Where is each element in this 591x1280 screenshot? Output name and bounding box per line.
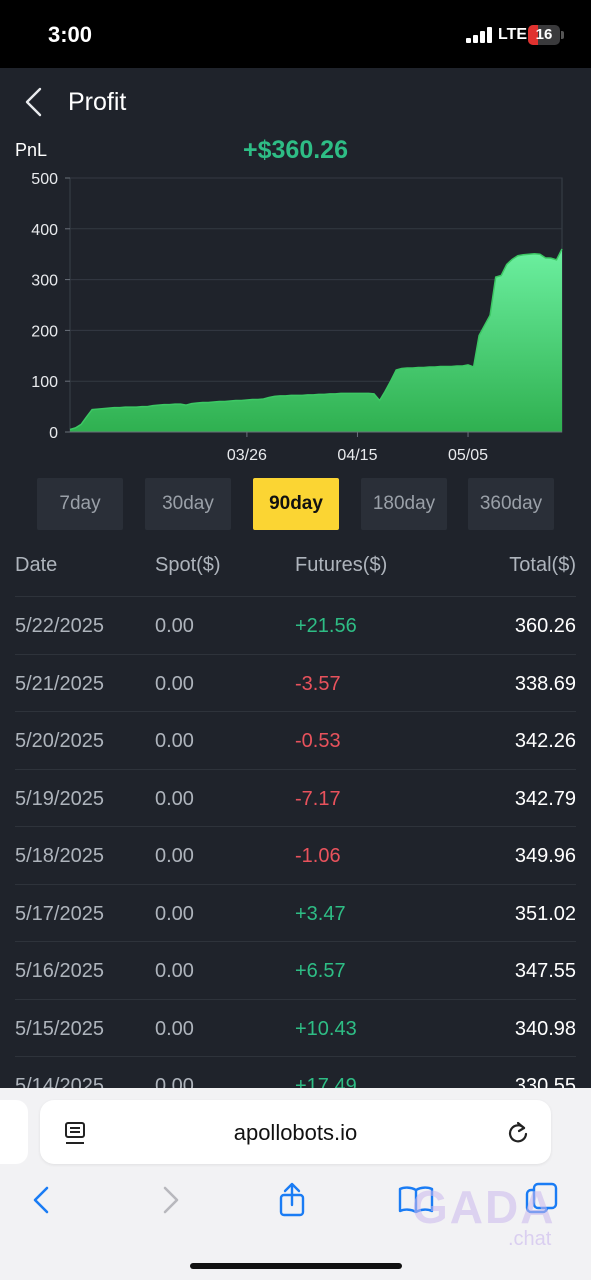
row-spot: 0.00 [155, 730, 194, 752]
header-futures: Futures($) [295, 554, 388, 576]
row-date: 5/15/2025 [15, 1017, 104, 1040]
row-spot: 0.00 [155, 672, 194, 695]
row-futures: -0.53 [295, 730, 341, 752]
status-time: 3:00 [48, 22, 93, 47]
row-date: 5/17/2025 [15, 902, 104, 925]
row-total: 342.79 [514, 787, 576, 810]
row-spot: 0.00 [155, 1017, 194, 1040]
row-total: 349.96 [514, 845, 576, 867]
x-tick-label: 05/05 [448, 447, 488, 464]
network-type: LTE [498, 26, 528, 43]
battery-tip [561, 31, 564, 39]
row-total: 347.55 [514, 960, 576, 982]
row-futures: +6.57 [295, 960, 346, 982]
table-header: Date Spot($) Futures($) Total($) [0, 536, 591, 596]
row-date: 5/20/2025 [15, 730, 104, 752]
y-tick-label: 100 [31, 374, 58, 391]
row-futures: +17.49 [295, 1075, 357, 1088]
table-row: 5/14/2025 0.00 +17.49 330.55 [15, 1056, 576, 1088]
row-date: 5/22/2025 [15, 615, 104, 637]
header-date: Date [15, 554, 58, 576]
table-row: 5/18/2025 0.00 -1.06 349.96 [15, 826, 576, 884]
bookmarks-icon[interactable] [396, 1180, 436, 1220]
pnl-table: 5/22/2025 0.00 +21.56 360.26 5/21/2025 0.00 -3… [0, 596, 591, 1088]
row-futures: +21.56 [295, 615, 357, 637]
forward-icon[interactable] [150, 1180, 190, 1220]
row-total: 360.26 [514, 615, 576, 637]
y-tick-label: 200 [31, 323, 58, 340]
back-arrow-icon[interactable] [22, 86, 46, 118]
y-tick-label: 500 [31, 171, 58, 188]
row-spot: 0.00 [155, 787, 194, 810]
row-date: 5/14/2025 [15, 1075, 104, 1088]
row-total: 340.98 [514, 1017, 576, 1040]
y-tick-label: 400 [31, 222, 58, 239]
table-row: 5/17/2025 0.00 +3.47 351.02 [15, 883, 576, 942]
table-row: 5/20/2025 0.00 -0.53 342.26 [15, 711, 576, 769]
row-futures: +3.47 [295, 902, 346, 925]
row-spot: 0.00 [155, 902, 194, 925]
x-tick-label: 04/15 [337, 447, 377, 464]
row-futures: -3.57 [295, 672, 341, 695]
row-spot: 0.00 [155, 845, 194, 867]
tabs-icon[interactable] [522, 1180, 562, 1220]
period-selector: 7day 30day 90day 180day 360day [0, 478, 591, 530]
pnl-value: +$360.26 [243, 136, 348, 164]
battery-icon: 16 [528, 25, 560, 45]
pnl-area-series [70, 249, 562, 432]
row-spot: 0.00 [155, 1075, 194, 1088]
status-bar: 3:00 LTE 16 [0, 0, 591, 68]
previous-tab-preview[interactable] [0, 1100, 28, 1164]
header-spot: Spot($) [155, 554, 221, 576]
page-menu-icon[interactable] [64, 1120, 88, 1146]
row-date: 5/21/2025 [15, 672, 104, 695]
address-bar[interactable]: apollobots.io [40, 1100, 551, 1164]
y-tick-label: 0 [49, 425, 58, 442]
period-button-7day[interactable]: 7day [37, 478, 123, 530]
row-futures: +10.43 [295, 1017, 357, 1040]
row-date: 5/19/2025 [15, 787, 104, 810]
row-total: 338.69 [514, 672, 576, 695]
home-indicator[interactable] [190, 1263, 402, 1269]
reload-icon[interactable] [506, 1119, 530, 1145]
table-row: 5/21/2025 0.00 -3.57 338.69 [15, 653, 576, 712]
y-tick-label: 300 [31, 273, 58, 290]
row-date: 5/18/2025 [15, 845, 104, 867]
page-title: Profit [68, 88, 127, 116]
url-text[interactable]: apollobots.io [233, 1120, 358, 1145]
row-spot: 0.00 [155, 960, 194, 982]
signal-icon [466, 27, 494, 43]
app-content: Profit PnL +$360.26 500 400 300 200 100 0 03/2… [0, 68, 591, 1088]
pnl-label: PnL [15, 140, 48, 160]
back-icon[interactable] [22, 1180, 62, 1220]
row-date: 5/16/2025 [15, 960, 104, 982]
row-total: 330.55 [514, 1075, 576, 1088]
period-button-180day[interactable]: 180day [361, 478, 447, 530]
pnl-line-series [69, 248, 563, 431]
table-row: 5/15/2025 0.00 +10.43 340.98 [15, 998, 576, 1057]
x-tick-label: 03/26 [227, 447, 267, 464]
row-futures: -1.06 [295, 845, 341, 867]
battery-level: 16 [535, 26, 553, 43]
table-row: 5/16/2025 0.00 +6.57 347.55 [15, 941, 576, 999]
browser-toolbar: apollobots.io [0, 1088, 591, 1280]
period-button-90day[interactable]: 90day [253, 478, 339, 530]
row-futures: -7.17 [295, 787, 341, 810]
period-button-360day[interactable]: 360day [468, 478, 554, 530]
row-total: 342.26 [514, 730, 576, 752]
row-total: 351.02 [514, 902, 576, 925]
row-spot: 0.00 [155, 615, 194, 637]
share-icon[interactable] [272, 1180, 312, 1220]
table-row: 5/19/2025 0.00 -7.17 342.79 [15, 768, 576, 827]
header-total: Total($) [509, 554, 576, 576]
pnl-chart: 500 400 300 200 100 0 03/26 04/15 05/05 [31, 171, 563, 464]
period-button-30day[interactable]: 30day [145, 478, 231, 530]
table-row: 5/22/2025 0.00 +21.56 360.26 [15, 596, 576, 654]
